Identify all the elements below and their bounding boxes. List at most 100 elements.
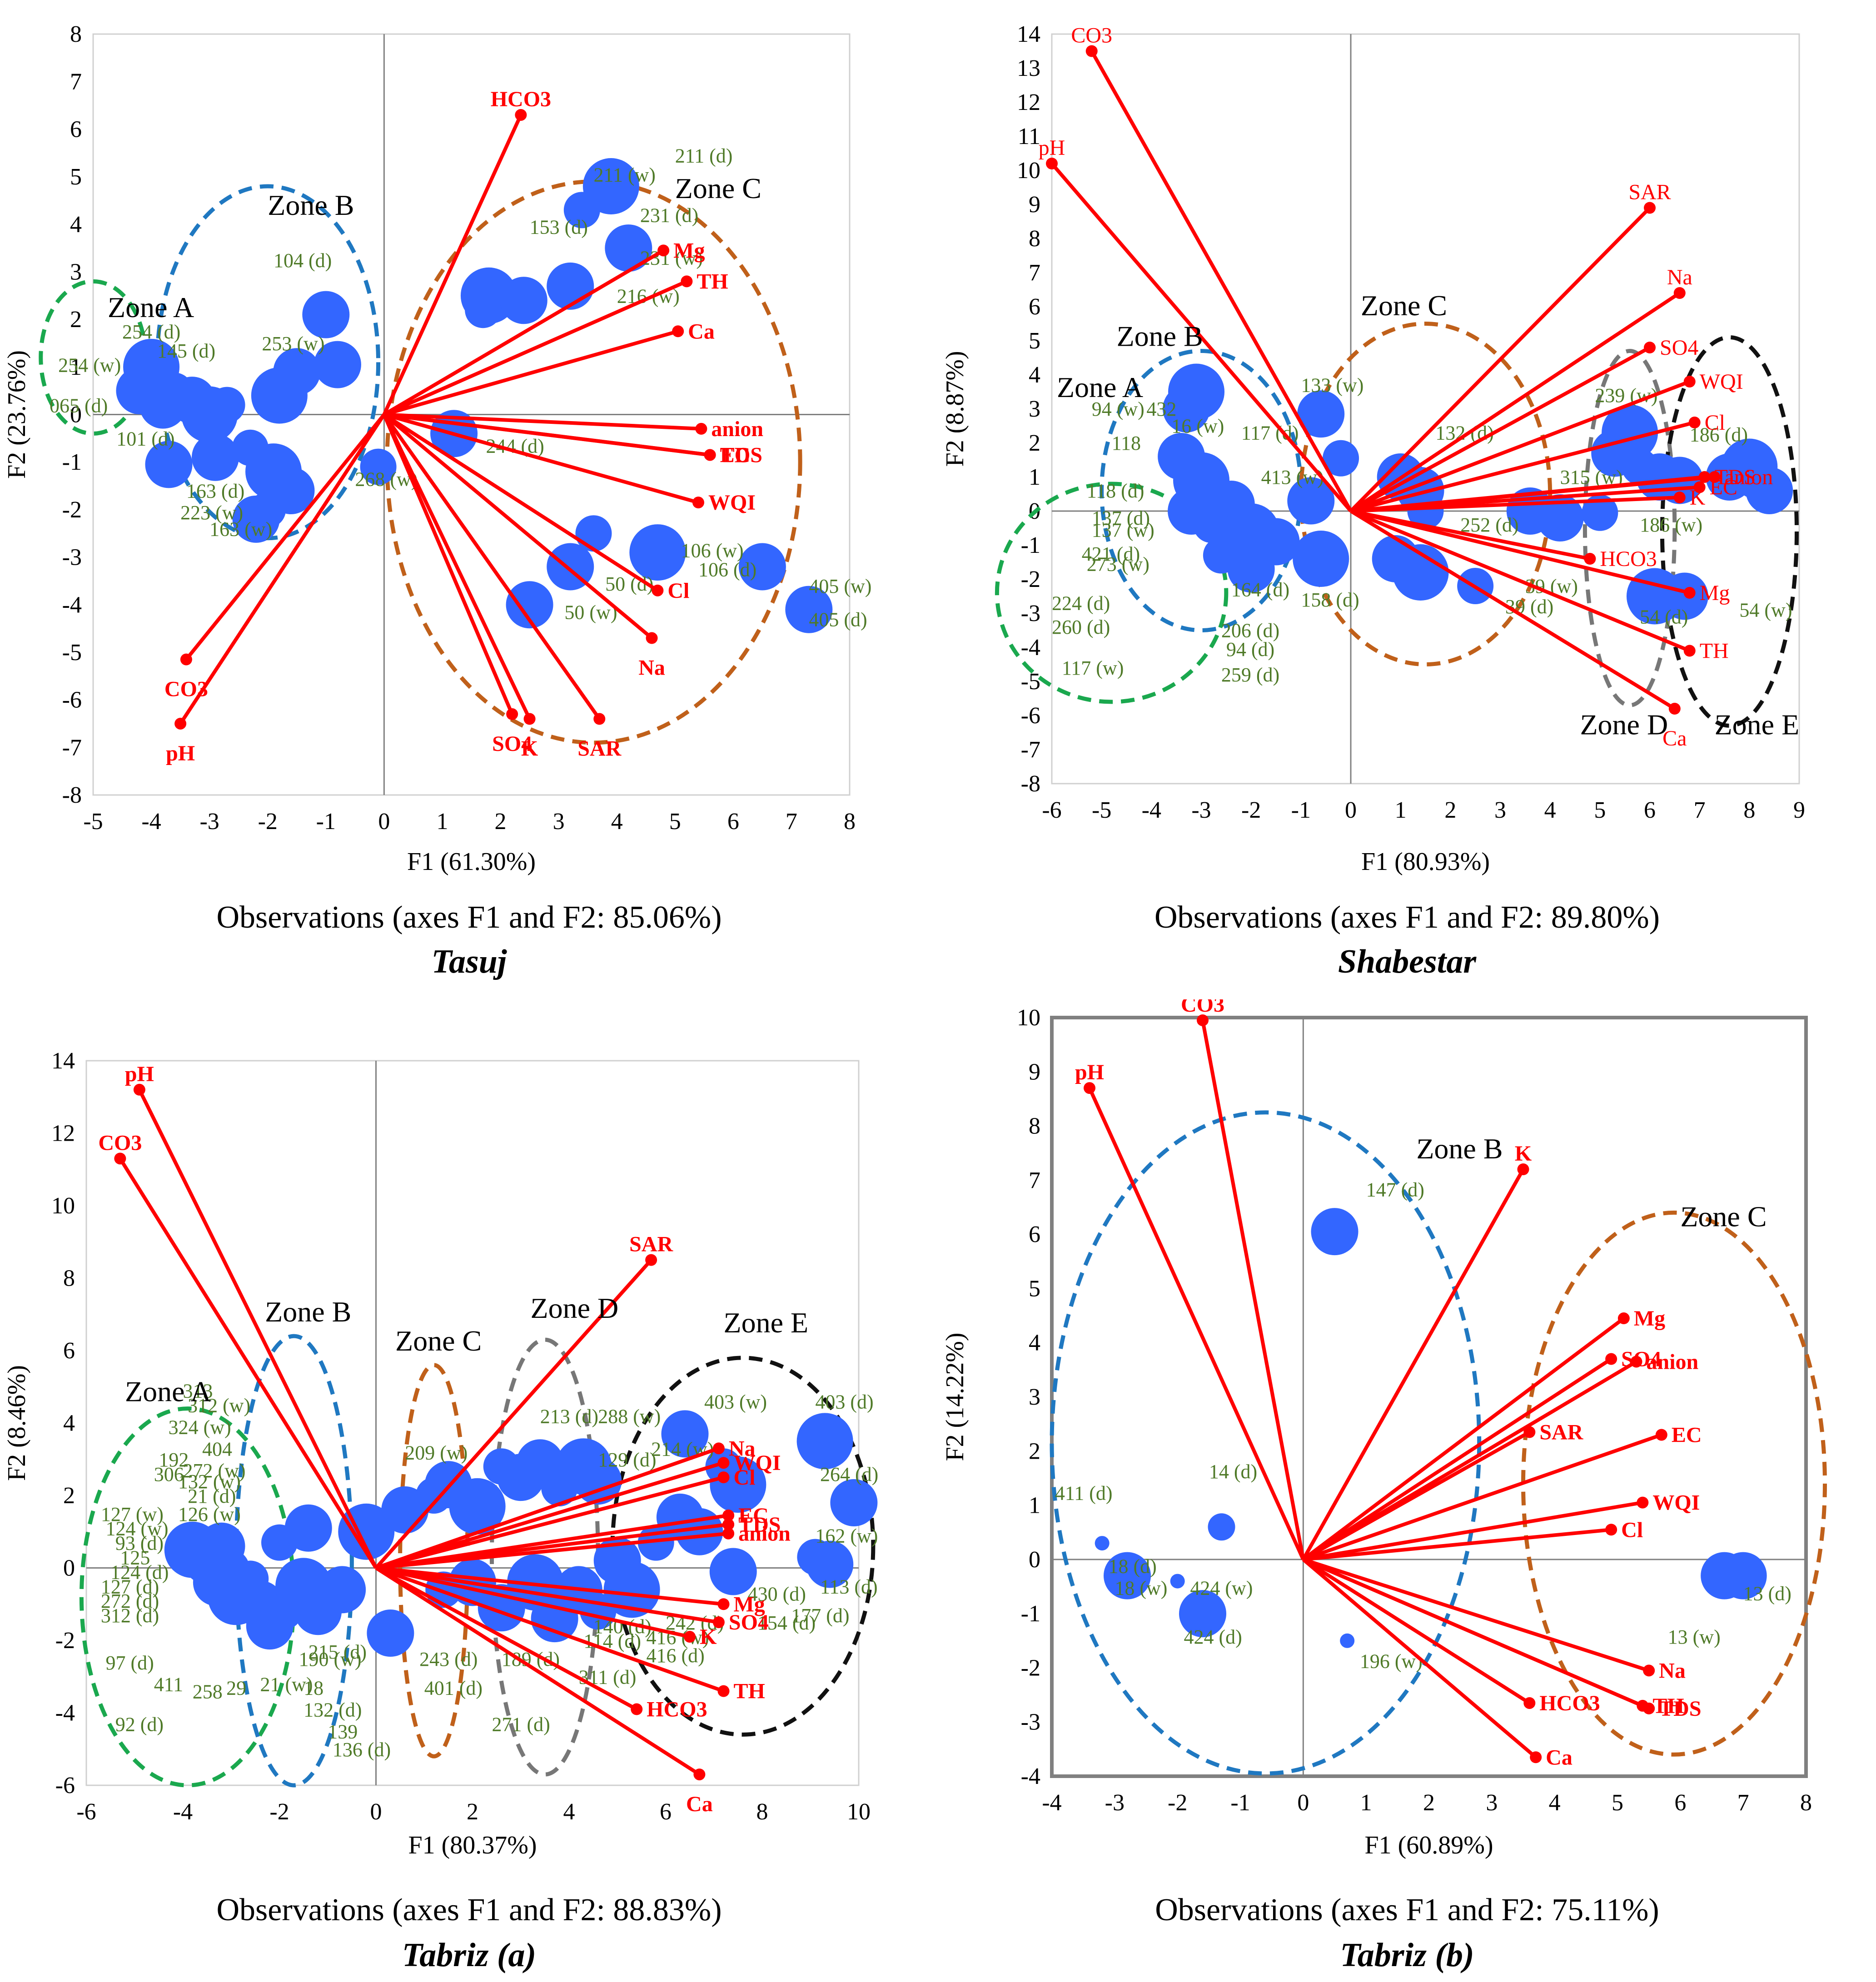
chart-0-y-tick-label: -7 [62,735,82,760]
chart-2-y-tick-label: 10 [51,1193,75,1219]
chart-1-vector-k [1350,496,1680,513]
chart-0-variable-label-so4: SO4 [492,732,532,756]
chart-1-vector-ec-tip [1693,481,1706,493]
chart-1-observation-point [1227,545,1275,593]
chart-1-observation-point [1536,494,1584,541]
chart-1-observation-point [1323,440,1359,477]
chart-2-observation-label: 324 (w) [169,1416,231,1438]
chart-1-frame [1051,33,1800,785]
chart-0-vector-sar [383,413,601,720]
chart-0-vector-co3-tip [180,653,192,666]
chart-1-x-tick-label: 9 [1793,797,1805,823]
chart-3-x-axis-label: F1 (60.89%) [1364,1831,1493,1859]
chart-2-observation-label: 124 (d) [110,1561,169,1583]
chart-0-y-tick-label: 6 [70,116,82,142]
chart-2-variable-label-mg: Mg [734,1592,765,1616]
chart-0-variable-label-tds: TDS [720,443,762,467]
chart-2-vector-cl [375,1475,724,1570]
chart-1-variable-label-tds: TDS [1715,465,1756,489]
chart-2-vector-ph-tip [133,1083,145,1096]
chart-1-variable-label-sar: SAR [1628,180,1671,204]
chart-2-observation-label: 127 (w) [101,1503,164,1525]
chart-0-variable-label-wqi: WQI [708,491,756,515]
chart-0-x-tick-label: -5 [83,809,103,835]
chart-1-observation-label: 260 (d) [1052,616,1110,638]
chart-2-observation-label: 97 (d) [106,1652,154,1674]
chart-1-y-tick-label: 7 [1029,260,1040,286]
chart-1-vector-ph [1050,162,1353,512]
chart-3-vector-so4 [1302,1357,1612,1561]
chart-1-zone-label-zone-a: Zone A [1057,371,1143,403]
chart-0-observation-label: 145 (d) [157,340,215,362]
chart-2-observation-label: 192 [159,1449,189,1471]
chart-2-y-tick-label: 2 [63,1483,75,1509]
chart-3-x-tick-label: 8 [1800,1790,1812,1816]
chart-1-vector-so4-tip [1644,342,1656,353]
chart-0-y-tick-label: -6 [62,687,82,713]
chart-1-y-axis-label: F2 (8.87%) [941,351,969,467]
chart-3-variable-label-na: Na [1659,1659,1686,1683]
chart-0-variable-label-hco3: HCO3 [491,87,551,111]
chart-2-variable-label-ec: EC [738,1504,769,1528]
chart-2-observation-label: 403 (w) [704,1391,767,1413]
chart-0-observation-point [209,387,245,423]
chart-1-y-tick-label: 8 [1029,226,1040,252]
chart-3-observation-point [1340,1633,1355,1648]
chart-2-vector-so4 [375,1566,719,1624]
chart-3-vector-co3-tip [1197,1014,1209,1026]
chart-1-vector-so4 [1350,346,1651,513]
chart-1-x-tick-label: -1 [1291,797,1311,823]
chart-2-vector-k-tip [684,1631,696,1643]
chart-3-variable-label-anion: anion [1647,1350,1699,1374]
chart-0-x-tick-label: -1 [316,809,336,835]
chart-3-vector-hco3-tip [1523,1697,1536,1709]
chart-2-observation-point [830,1479,878,1526]
chart-1-observation-point [1582,494,1618,531]
chart-0-vector-anion-tip [695,422,707,435]
chart-1-y-tick-label: 2 [1029,430,1040,456]
chart-1-observation-label: 158 (d) [1301,589,1359,611]
chart-0-observation-point [302,291,350,338]
chart-1-observation-label: 206 (d) [1221,620,1279,642]
chart-3-zone-label-zone-c: Zone C [1680,1200,1767,1232]
chart-2-observation-point [709,1548,757,1595]
chart-1-y-tick-label: 3 [1029,396,1040,422]
chart-1-y-tick-label: 5 [1029,328,1040,354]
chart-0-observation-label: 163 (d) [186,480,244,502]
chart-0-y-tick-label: 5 [70,164,82,190]
chart-0-vector-tds-tip [704,449,716,461]
chart-1-observation-label: 39 (d) [1505,596,1553,618]
chart-1-observation-label: 137 (w) [1092,519,1154,541]
chart-1-observation-label: 94 (w) [1092,398,1145,420]
chart-tabriz-b-title: Observations (axes F1 and F2: 75.11%) [1155,1893,1659,1927]
chart-2-x-tick-label: -4 [173,1799,193,1825]
chart-1-vector-na-tip [1673,287,1686,299]
chart-2-observation-label: 411 [154,1674,183,1696]
chart-3-variable-label-k: K [1515,1142,1532,1166]
chart-2-observation-label: 215 (d) [309,1641,367,1663]
chart-0-observation-label: 50 (w) [564,601,617,624]
chart-0-variable-label-cl: Cl [667,579,689,603]
chart-3-y-tick-label: 6 [1029,1222,1040,1247]
chart-2-observation-label: 430 (d) [748,1583,806,1605]
chart-0-x-tick-label: -3 [199,809,219,835]
chart-2-observation-label: 312 (w) [188,1395,250,1417]
chart-1-y-tick-label: 10 [1017,158,1040,184]
chart-0-observation-point [500,277,547,324]
chart-2-observation-label: 213 (d) [540,1406,598,1428]
chart-2-y-tick-label: 8 [63,1266,75,1292]
chart-2-y-tick-label: 12 [51,1121,75,1147]
chart-0-vector-hco3 [382,114,523,416]
chart-3-variable-label-sar: SAR [1539,1421,1583,1445]
chart-1-y-tick-label: -5 [1021,669,1040,695]
chart-3-y-tick-label: 0 [1029,1547,1040,1573]
chart-3-vector-tds [1302,1558,1650,1710]
chart-2-observation-label: 139 [328,1720,358,1743]
chart-3-vector-k [1301,1168,1525,1560]
chart-0-variable-label-ph: pH [166,741,195,765]
chart-2-observation-label: 403 (d) [815,1391,873,1413]
chart-2-variable-label-so4: SO4 [729,1610,769,1634]
chart-1-observation-point [1392,544,1449,601]
chart-2-observation-label: 21 (d) [188,1485,236,1507]
chart-0-variable-label-th: TH [697,269,728,293]
